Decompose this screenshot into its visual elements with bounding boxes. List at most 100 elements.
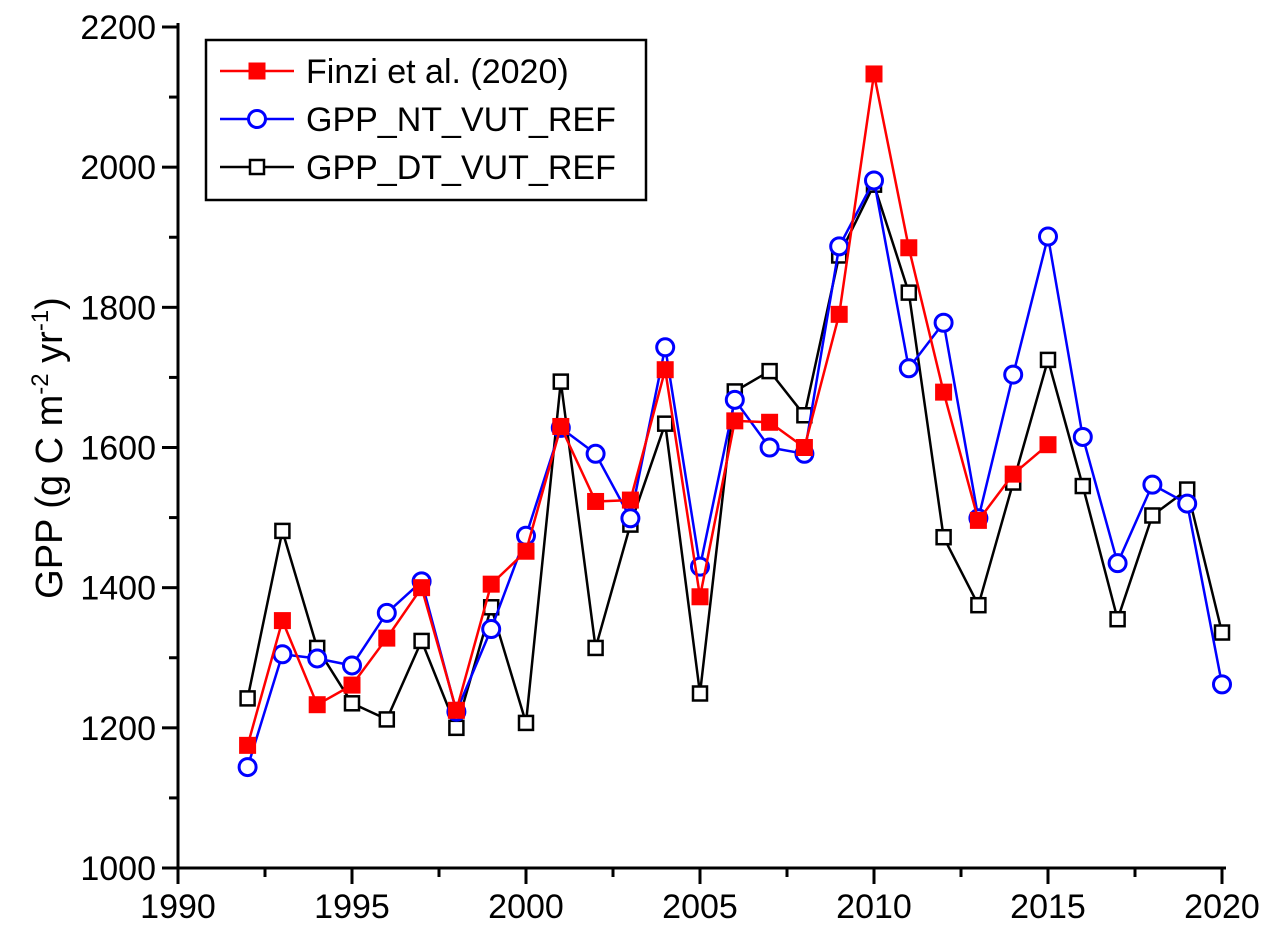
y-axis-title-sup1: -2: [27, 373, 54, 394]
data-point-finzi-2020: [482, 575, 500, 593]
data-point-gpp-dt-vut-ref: [517, 714, 535, 732]
y-tick-label: 1200: [80, 710, 156, 748]
legend-label-gpp-dt-vut-ref: GPP_DT_VUT_REF: [306, 149, 616, 187]
data-point-finzi-2020: [969, 511, 987, 529]
legend-marker-finzi-2020: [248, 62, 266, 80]
series-layer: [237, 65, 1232, 778]
data-point-finzi-2020: [378, 629, 396, 647]
data-point-finzi-2020: [587, 492, 605, 510]
data-point-finzi-2020: [517, 542, 535, 560]
data-point-finzi-2020: [830, 305, 848, 323]
data-point-finzi-2020: [343, 676, 361, 694]
y-axis-title: GPP (g C m-2 yr-1): [27, 297, 71, 599]
data-point-gpp-dt-vut-ref: [1109, 610, 1126, 628]
data-point-gpp-dt-vut-ref: [1144, 507, 1161, 524]
data-point-finzi-2020: [900, 239, 918, 257]
data-point-gpp-dt-vut-ref: [413, 632, 430, 650]
data-point-gpp-dt-vut-ref: [274, 522, 291, 540]
series-gpp-dt-vut-ref: [239, 176, 1231, 737]
x-tick-label: 1995: [314, 888, 390, 926]
data-point-finzi-2020: [552, 417, 570, 435]
data-point-gpp-dt-vut-ref: [1039, 351, 1057, 369]
y-tick-label: 1400: [80, 570, 156, 608]
series-finzi-2020: [239, 65, 1057, 754]
data-point-finzi-2020: [691, 588, 709, 606]
data-point-finzi-2020: [308, 696, 326, 714]
data-point-gpp-dt-vut-ref: [587, 639, 604, 657]
y-axis-title-main: GPP (g C m: [29, 395, 71, 599]
data-point-gpp-dt-vut-ref: [1213, 624, 1231, 641]
y-axis-title-end: ): [29, 297, 71, 310]
data-point-gpp-nt-vut-ref: [237, 757, 258, 778]
data-point-finzi-2020: [935, 383, 953, 401]
x-tick-label: 2010: [836, 888, 912, 926]
data-point-finzi-2020: [726, 412, 744, 430]
y-tick-label: 1600: [80, 430, 156, 468]
data-point-gpp-dt-vut-ref: [691, 685, 709, 702]
data-point-gpp-nt-vut-ref: [272, 644, 293, 665]
data-point-gpp-dt-vut-ref: [448, 719, 465, 737]
data-point-gpp-nt-vut-ref: [307, 648, 328, 669]
series-gpp-nt-vut-ref: [237, 170, 1232, 778]
data-point-gpp-nt-vut-ref: [724, 389, 745, 410]
data-point-finzi-2020: [1004, 465, 1022, 483]
x-tick-label: 2000: [488, 888, 564, 926]
data-point-gpp-nt-vut-ref: [376, 602, 397, 623]
data-point-gpp-nt-vut-ref: [933, 312, 954, 333]
data-point-finzi-2020: [795, 439, 813, 456]
legend-label-finzi-2020: Finzi et al. (2020): [306, 53, 569, 91]
x-tick-label: 2005: [662, 888, 738, 926]
data-point-gpp-dt-vut-ref: [935, 528, 952, 546]
data-point-gpp-dt-vut-ref: [900, 284, 918, 301]
data-point-gpp-nt-vut-ref: [1038, 226, 1058, 247]
y-axis-title-mid: yr: [29, 331, 71, 374]
data-point-gpp-nt-vut-ref: [759, 437, 780, 458]
data-point-finzi-2020: [273, 612, 291, 630]
legend-marker-gpp-dt-vut-ref: [248, 158, 266, 176]
data-point-finzi-2020: [413, 579, 431, 597]
data-point-gpp-nt-vut-ref: [1177, 493, 1198, 514]
data-point-gpp-nt-vut-ref: [1072, 426, 1093, 447]
data-point-gpp-nt-vut-ref: [1107, 553, 1128, 574]
data-point-finzi-2020: [1039, 436, 1057, 454]
x-tick-label: 2015: [1010, 888, 1086, 926]
data-point-gpp-nt-vut-ref: [898, 358, 919, 379]
data-point-gpp-dt-vut-ref: [343, 695, 361, 712]
data-point-gpp-nt-vut-ref: [829, 236, 850, 257]
data-point-finzi-2020: [621, 491, 639, 509]
data-point-gpp-nt-vut-ref: [585, 443, 606, 464]
series-line-gpp-nt-vut-ref: [246, 179, 1224, 768]
data-point-gpp-nt-vut-ref: [1003, 364, 1024, 385]
legend-label-gpp-nt-vut-ref: GPP_NT_VUT_REF: [306, 101, 616, 139]
y-tick-label: 2000: [80, 149, 156, 187]
x-tick-label: 1990: [140, 888, 216, 926]
data-point-finzi-2020: [761, 413, 779, 431]
data-point-gpp-nt-vut-ref: [1142, 474, 1163, 495]
data-point-finzi-2020: [239, 736, 257, 754]
y-tick-label: 1000: [80, 850, 156, 888]
data-point-gpp-dt-vut-ref: [378, 711, 396, 728]
data-point-gpp-dt-vut-ref: [761, 362, 778, 380]
x-tick-label: 2020: [1184, 888, 1260, 926]
data-point-gpp-nt-vut-ref: [864, 170, 884, 191]
legend-marker-gpp-nt-vut-ref: [247, 109, 267, 129]
data-point-gpp-dt-vut-ref: [552, 373, 570, 390]
data-point-finzi-2020: [865, 65, 883, 83]
data-point-gpp-nt-vut-ref: [342, 655, 362, 676]
legend: Finzi et al. (2020) GPP_NT_VUT_REF GPP_DT_…: [204, 38, 648, 202]
axes-layer: 1990 1995 2000 2005 2010 2015 2020 1000 1200 1400…: [80, 9, 1259, 926]
y-tick-label: 1800: [80, 289, 156, 327]
y-axis-title-sup2: -1: [27, 310, 54, 331]
data-point-gpp-dt-vut-ref: [656, 415, 674, 432]
data-point-gpp-nt-vut-ref: [481, 619, 502, 640]
data-point-finzi-2020: [447, 701, 465, 719]
data-point-gpp-dt-vut-ref: [970, 596, 987, 614]
data-point-gpp-dt-vut-ref: [1074, 477, 1092, 495]
data-point-gpp-nt-vut-ref: [620, 508, 641, 529]
data-point-gpp-nt-vut-ref: [1212, 674, 1232, 695]
data-point-gpp-dt-vut-ref: [239, 690, 256, 707]
data-point-finzi-2020: [656, 361, 674, 379]
y-tick-label: 2200: [80, 9, 156, 47]
